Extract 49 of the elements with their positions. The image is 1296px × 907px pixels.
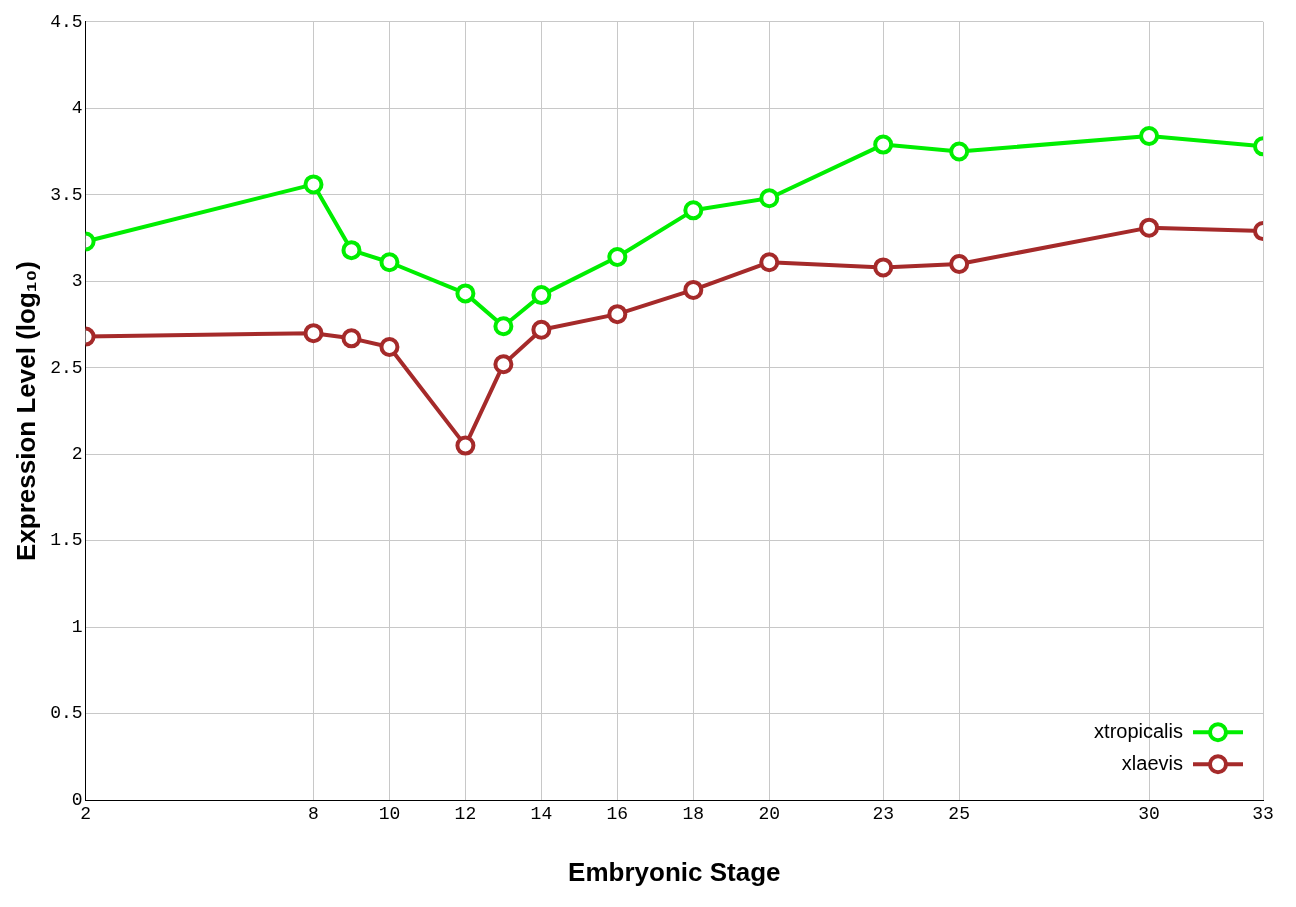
point	[759, 188, 780, 209]
y-tick-label: 3.5	[50, 184, 83, 205]
x-tick-label: 25	[948, 803, 970, 824]
point	[379, 252, 400, 273]
point	[873, 257, 894, 278]
x-axis-title: Embryonic Stage	[568, 856, 781, 887]
y-tick-label: 2	[71, 444, 83, 465]
point	[949, 141, 970, 162]
x-tick-label: 8	[308, 803, 319, 824]
point	[949, 253, 970, 274]
y-tick-label: 3	[71, 271, 83, 292]
y-tick-label: 1	[71, 616, 83, 637]
y-axis-title: Expression Level (log₁₀)	[10, 261, 41, 561]
point	[493, 354, 514, 375]
point	[455, 435, 476, 456]
point	[683, 200, 704, 221]
x-tick-label: 12	[454, 803, 477, 824]
point	[1139, 217, 1160, 238]
x-tick-label: 23	[872, 803, 894, 824]
x-tick-label: 14	[530, 803, 553, 824]
point	[341, 328, 362, 349]
x-tick-label: 30	[1138, 803, 1160, 824]
legend-label: xtropicalis	[1094, 719, 1183, 742]
point	[303, 323, 324, 344]
point	[683, 279, 704, 300]
y-tick-label: 0	[71, 789, 83, 810]
point	[531, 285, 552, 306]
point	[341, 240, 362, 261]
legend-label: xlaevis	[1121, 751, 1183, 774]
point	[873, 134, 894, 155]
x-tick-label: 20	[758, 803, 781, 824]
point	[759, 252, 780, 273]
point	[607, 247, 628, 268]
x-tick-label: 10	[378, 803, 401, 824]
x-tick-label: 33	[1252, 803, 1274, 824]
y-tick-label: 2.5	[50, 357, 83, 378]
point	[607, 304, 628, 325]
x-tick-label: 16	[606, 803, 629, 824]
x-tick-label: 18	[682, 803, 705, 824]
y-tick-label: 0.5	[50, 703, 83, 724]
y-tick-label: 4.5	[50, 11, 83, 32]
y-tick-label: 1.5	[50, 530, 83, 551]
point	[531, 319, 552, 340]
point	[1139, 125, 1160, 146]
point	[303, 174, 324, 195]
point	[379, 337, 400, 357]
y-tick-label: 4	[71, 98, 83, 119]
point	[493, 316, 514, 337]
point	[455, 283, 476, 304]
